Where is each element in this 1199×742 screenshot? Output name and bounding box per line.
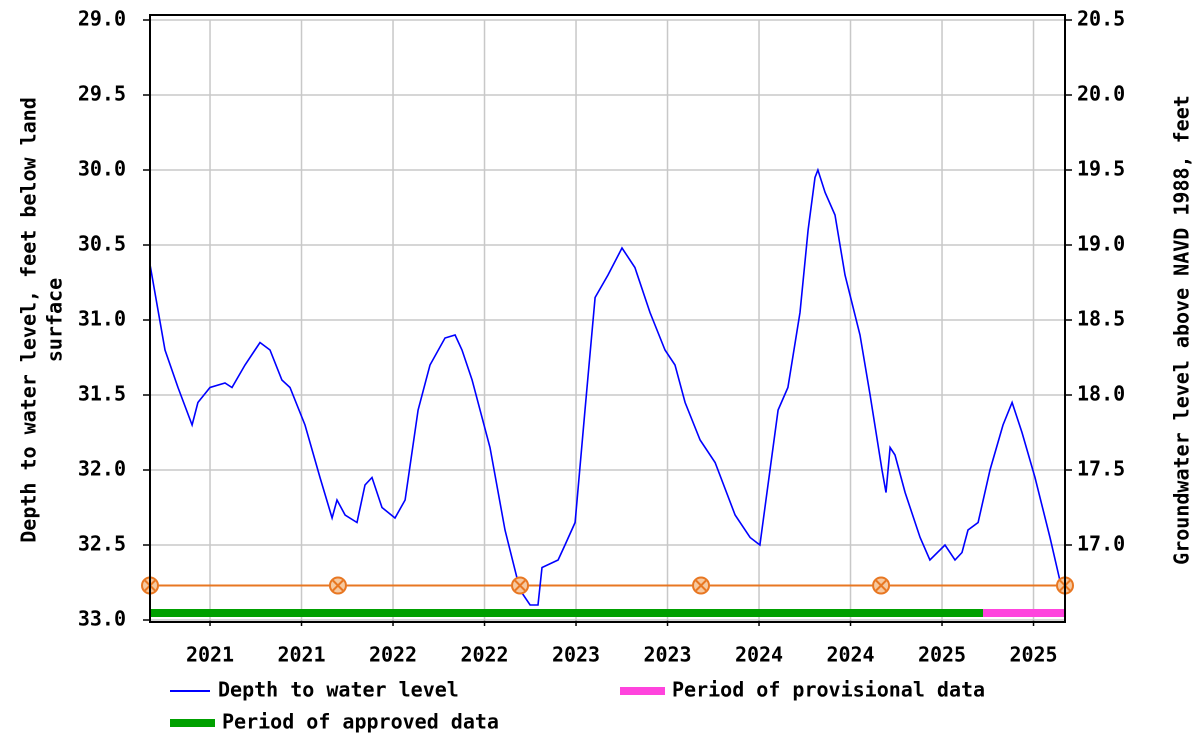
x-tick-label: 2022 (369, 643, 417, 667)
legend-label: Depth to water level (218, 678, 459, 702)
y-tick-label: 30.0 (78, 157, 126, 181)
y-tick-label: 32.0 (78, 457, 126, 481)
x-tick-label: 2021 (186, 643, 234, 667)
period-bar (983, 609, 1065, 617)
plot-frame (149, 14, 1066, 623)
y-tick-label: 32.5 (78, 532, 126, 556)
y2-tick-label: 19.5 (1077, 157, 1125, 181)
legend-symbol (170, 719, 215, 727)
y-tick-label: 30.5 (78, 232, 126, 256)
y2-tick-label: 17.5 (1077, 457, 1125, 481)
legend-symbol (620, 687, 665, 695)
y-tick-label: 31.0 (78, 307, 126, 331)
legend-label: Period of provisional data (672, 678, 985, 702)
x-tick-label: 2021 (277, 643, 325, 667)
y2-tick-label: 20.0 (1077, 82, 1125, 106)
y2-tick-label: 19.0 (1077, 232, 1125, 256)
x-tick-label: 2025 (1009, 643, 1057, 667)
y2-axis-title: Groundwater level above NAVD 1988, feet (1170, 95, 1194, 565)
y-tick-label: 29.5 (78, 82, 126, 106)
x-tick-label: 2023 (643, 643, 691, 667)
legend-label: Period of approved data (222, 710, 499, 734)
reference-marker-cross (875, 579, 887, 592)
period-bar (150, 609, 984, 617)
y-tick-label: 29.0 (78, 7, 126, 31)
x-tick-label: 2025 (918, 643, 966, 667)
data-line (149, 167, 1063, 606)
y2-tick-label: 18.0 (1077, 382, 1125, 406)
x-tick-label: 2024 (735, 643, 783, 667)
x-tick-label: 2023 (552, 643, 600, 667)
y2-tick-label: 17.0 (1077, 532, 1125, 556)
y-axis-title: surface (43, 278, 67, 362)
y-tick-label: 33.0 (78, 607, 126, 631)
y-tick-label: 31.5 (78, 382, 126, 406)
y-axis-title: Depth to water level, feet below land (17, 97, 41, 543)
x-tick-label: 2022 (460, 643, 508, 667)
y2-tick-label: 20.5 (1077, 7, 1125, 31)
y2-tick-label: 18.5 (1077, 307, 1125, 331)
reference-marker-cross (695, 579, 707, 592)
reference-marker-cross (514, 579, 526, 592)
reference-marker-cross (332, 579, 344, 592)
x-tick-label: 2024 (826, 643, 874, 667)
